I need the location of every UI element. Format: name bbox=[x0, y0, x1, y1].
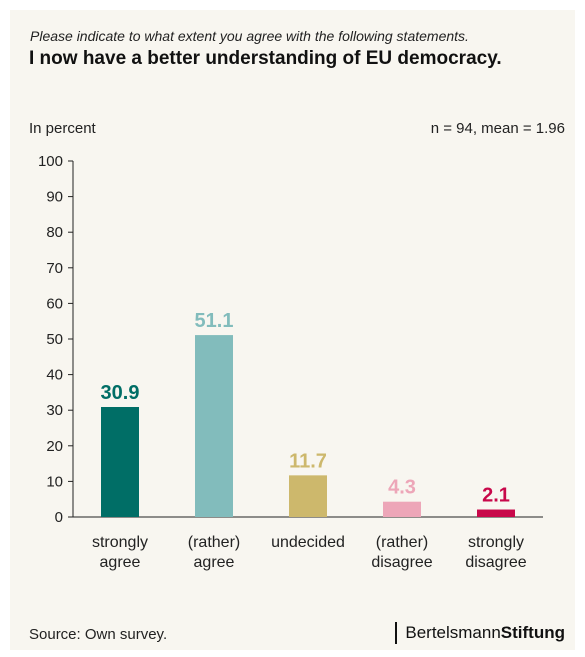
chart-subtitle: Please indicate to what extent you agree… bbox=[30, 28, 469, 44]
category-label: agree bbox=[100, 554, 141, 571]
bar bbox=[477, 509, 515, 517]
y-tick-label: 90 bbox=[46, 189, 63, 206]
logo-regular-text: Bertelsmann bbox=[405, 623, 501, 642]
bar bbox=[101, 406, 139, 517]
y-tick-label: 10 bbox=[46, 473, 63, 490]
y-tick-label: 80 bbox=[46, 224, 63, 241]
y-tick-label: 0 bbox=[55, 509, 63, 526]
bar bbox=[195, 335, 233, 517]
sample-stats: n = 94, mean = 1.96 bbox=[430, 120, 565, 137]
y-tick-label: 20 bbox=[46, 438, 63, 455]
y-tick-label: 60 bbox=[46, 295, 63, 312]
bar-value-label: 51.1 bbox=[195, 310, 234, 332]
bertelsmann-stiftung-logo: BertelsmannStiftung bbox=[395, 622, 565, 644]
category-label: strongly bbox=[92, 534, 148, 551]
category-label: disagree bbox=[371, 554, 432, 571]
category-label: (rather) bbox=[376, 534, 428, 551]
bar-value-label: 4.3 bbox=[388, 477, 416, 499]
y-axis-unit-label: In percent bbox=[29, 120, 96, 137]
bar-value-label: 30.9 bbox=[101, 382, 140, 404]
source-note: Source: Own survey. bbox=[29, 626, 168, 643]
y-tick-label: 70 bbox=[46, 260, 63, 277]
category-label: disagree bbox=[465, 554, 526, 571]
bar-value-label: 2.1 bbox=[482, 485, 510, 507]
y-tick-label: 30 bbox=[46, 402, 63, 419]
bar bbox=[289, 475, 327, 517]
chart-title: I now have a better understanding of EU … bbox=[29, 48, 502, 69]
category-label: strongly bbox=[468, 534, 524, 551]
y-tick-label: 40 bbox=[46, 367, 63, 384]
bar-chart: 0 10 20 30 40 50 60 70 80 90 100 30.9 strongly agree 5… bbox=[38, 153, 543, 571]
category-label: (rather) bbox=[188, 534, 240, 551]
bar-value-label: 11.7 bbox=[289, 450, 327, 472]
category-label: agree bbox=[194, 554, 235, 571]
logo-bold-text: Stiftung bbox=[500, 623, 565, 642]
bar bbox=[383, 501, 421, 517]
category-label: undecided bbox=[271, 534, 345, 551]
y-tick-label: 50 bbox=[46, 331, 63, 348]
chart-card: Please indicate to what extent you agree… bbox=[10, 10, 575, 650]
y-tick-label: 100 bbox=[38, 153, 63, 170]
